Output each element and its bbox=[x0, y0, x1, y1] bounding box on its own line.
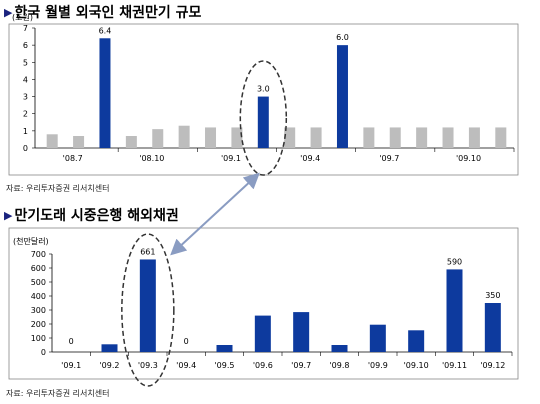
chart2-x-tick-label: '09.6 bbox=[253, 361, 273, 370]
chart1-bar bbox=[389, 127, 401, 148]
chart1-x-tick-label: '09.1 bbox=[221, 154, 241, 163]
chart2-x-tick-label: '09.2 bbox=[99, 361, 119, 370]
chart1-x-tick-label: '09.4 bbox=[300, 154, 320, 163]
chart2-y-tick-label: 100 bbox=[31, 334, 46, 343]
chart1-title-text: 한국 월별 외국인 채권만기 규모 bbox=[14, 5, 202, 21]
chart1-bar bbox=[178, 125, 190, 148]
chart2-y-tick-label: 700 bbox=[31, 250, 46, 259]
chart1-y-tick-label: 1 bbox=[23, 127, 28, 136]
chart1-unit-label: (조원) bbox=[12, 13, 33, 22]
chart2-x-tick-label: '09.7 bbox=[291, 361, 311, 370]
chart2-frame bbox=[8, 227, 519, 380]
chart2-x-tick-label: '09.9 bbox=[368, 361, 388, 370]
chart2-bar bbox=[331, 345, 348, 352]
chart1-bar bbox=[46, 134, 58, 148]
chart1-bar bbox=[231, 127, 243, 148]
chart2-x-tick-label: '09.8 bbox=[329, 361, 349, 370]
chart1-bar bbox=[336, 45, 348, 149]
chart1-y-tick-label: 6 bbox=[23, 41, 28, 50]
chart2-y-tick-label: 200 bbox=[31, 320, 46, 329]
chart1-y-tick-label: 3 bbox=[23, 93, 28, 102]
chart2-x-tick-label: '09.3 bbox=[138, 361, 158, 370]
chart2-x-tick-label: '09.4 bbox=[176, 361, 196, 370]
chart1-y-tick-label: 2 bbox=[23, 110, 28, 119]
chart1-x-tick-label: '08.7 bbox=[63, 154, 83, 163]
triangle-bullet-icon: ▶ bbox=[4, 5, 13, 19]
chart2-bar bbox=[484, 303, 501, 352]
chart2-bar bbox=[408, 330, 425, 352]
chart2-bar bbox=[216, 345, 233, 352]
chart2-bar bbox=[446, 269, 463, 352]
chart1-source: 자료: 우리투자증권 리서치센터 bbox=[6, 184, 110, 193]
chart2-x-tick-label: '09.1 bbox=[61, 361, 81, 370]
chart1-bar bbox=[205, 127, 217, 148]
chart2-y-tick-label: 500 bbox=[31, 278, 46, 287]
chart2-x-tick-label: '09.11 bbox=[442, 361, 467, 370]
chart1-bar bbox=[495, 127, 507, 148]
chart1-bar bbox=[152, 129, 164, 148]
chart1-bar bbox=[284, 127, 296, 148]
chart1-bar bbox=[363, 127, 375, 148]
chart1-bar bbox=[468, 127, 480, 148]
chart1-highlight-ellipse bbox=[239, 60, 288, 176]
chart2-bar bbox=[369, 324, 386, 352]
chart2-y-tick-label: 600 bbox=[31, 264, 46, 273]
chart1-data-label: 3.0 bbox=[257, 85, 270, 94]
chart2-y-tick-label: 400 bbox=[31, 292, 46, 301]
chart2-data-label: 590 bbox=[447, 257, 462, 266]
chart2-bar bbox=[254, 315, 271, 352]
chart1-x-tick-label: '08.10 bbox=[139, 154, 164, 163]
chart2-data-label: 0 bbox=[184, 337, 189, 346]
chart1-data-label: 6.0 bbox=[336, 33, 349, 42]
chart1-title: ▶ 한국 월별 외국인 채권만기 규모 bbox=[4, 2, 201, 22]
chart1-y-tick-label: 7 bbox=[23, 24, 28, 33]
chart2-y-tick-label: 0 bbox=[41, 348, 46, 357]
chart1-bar bbox=[310, 127, 322, 148]
chart2-bar bbox=[293, 312, 310, 352]
chart1-bar bbox=[257, 96, 269, 148]
chart2-bar bbox=[139, 259, 156, 352]
chart1-data-label: 6.4 bbox=[99, 26, 112, 35]
chart2-data-label: 0 bbox=[69, 337, 74, 346]
chart1-bar bbox=[416, 127, 428, 148]
chart2-title: ▶ 만기도래 시중은행 해외채권 bbox=[4, 205, 179, 225]
chart1-bar bbox=[125, 136, 137, 148]
chart2-x-tick-label: '09.5 bbox=[214, 361, 234, 370]
chart1-bar bbox=[73, 136, 85, 148]
chart1-y-tick-label: 5 bbox=[23, 58, 28, 67]
chart1-bar bbox=[442, 127, 454, 148]
chart2-bar bbox=[101, 344, 118, 352]
chart2-source: 자료: 우리투자증권 리서치센터 bbox=[6, 389, 110, 398]
chart1-x-tick-label: '09.7 bbox=[379, 154, 399, 163]
chart1-bar bbox=[99, 38, 111, 148]
chart2-data-label: 350 bbox=[485, 291, 500, 300]
chart1-y-tick-label: 4 bbox=[23, 75, 28, 84]
chart1-x-tick-label: '09.10 bbox=[456, 154, 481, 163]
chart2-data-label: 661 bbox=[140, 247, 155, 256]
chart2-unit-label: (천만달러) bbox=[13, 236, 49, 246]
chart2-title-text: 만기도래 시중은행 해외채권 bbox=[14, 208, 179, 224]
chart2-x-tick-label: '09.12 bbox=[480, 361, 505, 370]
chart2-x-tick-label: '09.10 bbox=[404, 361, 429, 370]
connector-arrow bbox=[170, 172, 260, 256]
chart2-highlight-ellipse bbox=[121, 233, 175, 387]
chart1-y-tick-label: 0 bbox=[23, 144, 28, 153]
triangle-bullet-icon: ▶ bbox=[4, 208, 13, 222]
chart2-y-tick-label: 300 bbox=[31, 306, 46, 315]
